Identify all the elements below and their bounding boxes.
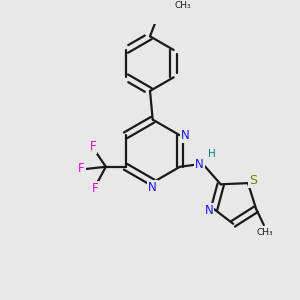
Text: H: H xyxy=(208,148,216,159)
Text: F: F xyxy=(92,182,98,195)
Text: S: S xyxy=(249,174,257,188)
Text: N: N xyxy=(148,181,157,194)
Text: N: N xyxy=(205,204,214,217)
Text: F: F xyxy=(90,140,96,153)
Text: CH₃: CH₃ xyxy=(174,1,191,10)
Text: F: F xyxy=(78,163,85,176)
Text: N: N xyxy=(181,129,189,142)
Text: N: N xyxy=(195,158,204,171)
Text: CH₃: CH₃ xyxy=(256,228,273,237)
